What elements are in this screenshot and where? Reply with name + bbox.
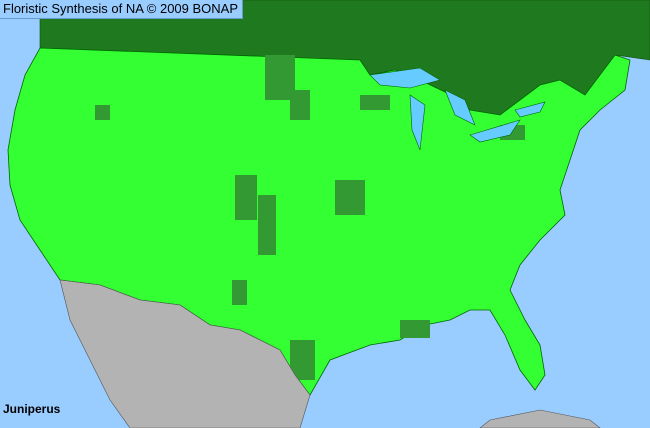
cuba-region	[479, 409, 601, 428]
mexico-region	[59, 279, 311, 428]
map-title: Floristic Synthesis of NA © 2009 BONAP	[0, 0, 244, 19]
taxon-label: Juniperus	[3, 402, 61, 416]
great-lakes	[369, 67, 546, 151]
absent-counties	[95, 55, 525, 380]
